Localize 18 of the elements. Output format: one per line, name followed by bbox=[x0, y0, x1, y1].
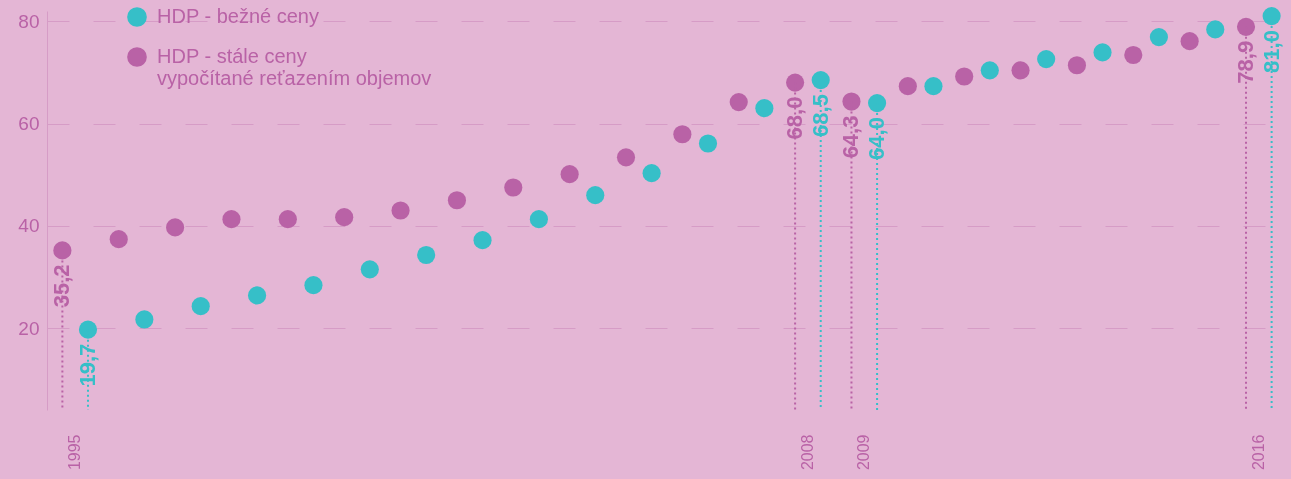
data-label: 68,0 bbox=[782, 96, 808, 140]
data-label: 78,9 bbox=[1233, 40, 1259, 84]
y-tick-label: 40 bbox=[18, 215, 40, 237]
data-label: 19,7 bbox=[74, 343, 100, 387]
data-label: 81,0 bbox=[1258, 30, 1284, 73]
legend-label: HDP - stále ceny vypočítané reťazením objemov bbox=[157, 45, 432, 89]
legend-label: HDP - bežné ceny bbox=[157, 5, 319, 27]
y-tick-label: 20 bbox=[18, 317, 40, 339]
y-tick-label: 80 bbox=[18, 10, 40, 32]
data-label: 68,5 bbox=[807, 94, 833, 137]
data-label: 35,2 bbox=[49, 264, 75, 308]
x-tick-label: 2016 bbox=[1249, 434, 1267, 471]
x-tick-label: 2009 bbox=[855, 434, 873, 471]
data-label: 64,0 bbox=[864, 117, 890, 160]
x-tick-label: 1995 bbox=[66, 434, 84, 471]
data-label: 64,3 bbox=[838, 115, 864, 159]
y-tick-label: 60 bbox=[18, 113, 40, 135]
x-tick-label: 2008 bbox=[798, 434, 816, 471]
